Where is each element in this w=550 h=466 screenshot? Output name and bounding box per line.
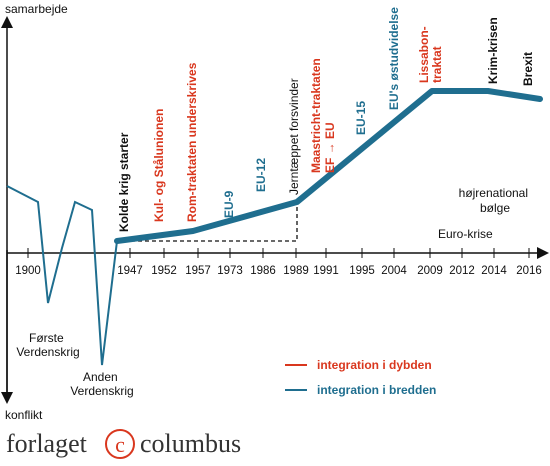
year-tick-label: 1991	[313, 265, 339, 277]
event-eastern-expansion: EU's østudvidelse	[387, 7, 401, 110]
y-top-label: samarbejde	[5, 2, 68, 16]
event-coal-steel: Kul- og Stålunionen	[152, 109, 166, 222]
publisher-left: forlaget	[6, 429, 88, 458]
event-iron-curtain: Jerntæppet forsvinder	[287, 78, 301, 195]
event-crimea: Krim-krisen	[486, 17, 500, 84]
year-tick-label: 2004	[381, 265, 407, 277]
legend-depth-label: integration i dybden	[317, 358, 432, 372]
year-tick-label: 1957	[185, 265, 211, 277]
year-tick-label: 1900	[15, 265, 41, 277]
reference-dashed-line	[117, 203, 298, 242]
year-ticks: 1900 1947 1952 1957 1973 1986 1989 1991 1995 2004…	[15, 248, 542, 277]
event-eu12: EU-12	[254, 158, 268, 192]
ww1-label: Første Verdenskrig	[16, 331, 79, 359]
event-brexit: Brexit	[521, 52, 535, 86]
y-bottom-label: konflikt	[5, 408, 43, 422]
year-tick-label: 1947	[117, 265, 143, 277]
publisher-c-glyph: c	[115, 432, 125, 457]
year-tick-label: 2009	[417, 265, 443, 277]
integration-line	[114, 88, 543, 244]
year-tick-label: 1973	[217, 265, 243, 277]
event-lisbon: Lissabon- traktat	[417, 23, 444, 83]
early-history-line	[6, 185, 118, 366]
year-tick-label: 1995	[349, 265, 375, 277]
year-tick-label: 1986	[250, 265, 276, 277]
year-tick-label: 1952	[151, 265, 177, 277]
event-eu15: EU-15	[354, 101, 368, 135]
publisher-c-logo	[105, 429, 135, 459]
event-rome-treaty: Rom-traktaten underskrives	[185, 62, 199, 222]
nationalism-annotation: højrenational bølge	[459, 186, 532, 215]
year-tick-label: 1989	[283, 265, 309, 277]
event-maastricht: Maastricht-traktaten EF → EU	[309, 55, 337, 173]
ww2-label: Anden Verdenskrig	[70, 370, 133, 398]
event-cold-war-start: Kolde krig starter	[117, 132, 131, 232]
euro-crisis-annotation: Euro-krise	[438, 227, 493, 241]
year-tick-label: 2016	[516, 265, 542, 277]
legend-breadth-label: integration i bredden	[317, 383, 436, 397]
year-tick-label: 2012	[449, 265, 475, 277]
publisher-right: columbus	[140, 429, 241, 458]
event-eu9: EU-9	[222, 190, 236, 218]
year-tick-label: 2014	[481, 265, 507, 277]
